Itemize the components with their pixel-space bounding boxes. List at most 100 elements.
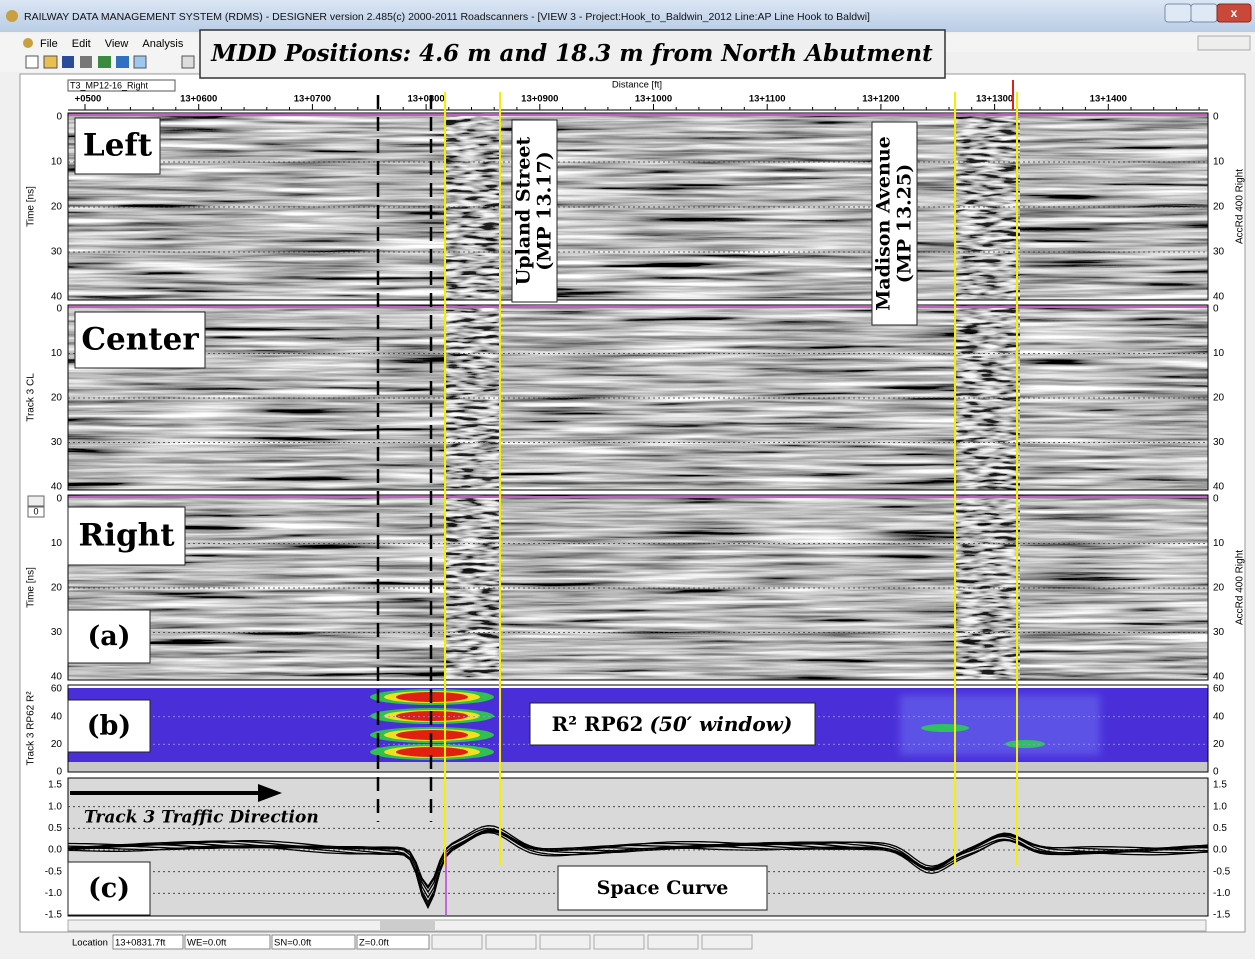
y-tick-label: 0.0 — [48, 845, 62, 856]
menu-icon — [23, 38, 33, 48]
y2-tick-label: 20 — [1213, 739, 1225, 750]
y2-tick-label: 1.0 — [1213, 801, 1227, 812]
y2-tick-label: -1.0 — [1213, 888, 1231, 899]
menu-item[interactable]: Analysis — [142, 38, 183, 50]
crossing-signal — [445, 305, 500, 490]
street-name: Upland Street — [513, 136, 535, 285]
maximize-button[interactable] — [1191, 4, 1217, 22]
distance-tick-label: 13+1300 — [976, 94, 1013, 105]
spinner[interactable] — [28, 496, 44, 506]
y2-tick-label: 40 — [1213, 711, 1225, 722]
y-tick-label: 30 — [51, 627, 63, 638]
y2-tick-label: 10 — [1213, 538, 1225, 549]
tool-props[interactable] — [182, 56, 194, 68]
y2-tick-label: 30 — [1213, 247, 1225, 258]
radargram — [68, 495, 1208, 680]
y2-tick-label: -0.5 — [1213, 866, 1231, 877]
tool-print[interactable] — [80, 56, 92, 68]
y2-tick-label: 0.0 — [1213, 845, 1227, 856]
right-axis-label: AccRd 400 Right — [1235, 169, 1246, 244]
y2-tick-label: 20 — [1213, 393, 1225, 404]
street-name: Madison Avenue — [873, 136, 895, 310]
distance-tick-label: 13+1100 — [749, 94, 786, 105]
y-tick-label: 20 — [51, 583, 63, 594]
menu-item[interactable]: View — [105, 38, 129, 50]
menu-item[interactable]: Edit — [72, 38, 91, 50]
y-tick-label: 40 — [51, 292, 63, 303]
menu-item[interactable]: File — [40, 38, 58, 50]
y2-tick-label: 10 — [1213, 157, 1225, 168]
distance-tick-label: 13+0600 — [180, 94, 217, 105]
y-tick-label: 20 — [51, 202, 63, 213]
distance-tick-label: 13+0900 — [521, 94, 558, 105]
tool-new[interactable] — [26, 56, 38, 68]
minimize-button[interactable] — [1165, 4, 1191, 22]
panel-label: (a) — [87, 621, 130, 652]
left-axis-label: Time [ns] — [26, 567, 37, 608]
y2-tick-label: 0 — [1213, 767, 1219, 778]
crossing-signal — [955, 113, 1020, 300]
street-mp: (MP 13.25) — [894, 164, 916, 283]
crossing-signal — [955, 495, 1020, 680]
y2-tick-label: -1.5 — [1213, 910, 1231, 921]
spinner-value: 0 — [33, 506, 38, 516]
r2-note-window: (50′ window) — [649, 712, 792, 736]
y2-tick-label: 30 — [1213, 437, 1225, 448]
distance-tick-label: 13+0800 — [407, 94, 444, 105]
y-tick-label: 0 — [56, 494, 62, 505]
tool-save[interactable] — [62, 56, 74, 68]
tool-window[interactable] — [134, 56, 146, 68]
annotation-title: MDD Positions: 4.6 m and 18.3 m from Nor… — [210, 40, 933, 67]
y2-tick-label: 0 — [1213, 112, 1219, 123]
left-axis-label: Track 3 RP62 R² — [26, 691, 37, 766]
screenshot: RAILWAY DATA MANAGEMENT SYSTEM (RDMS) - … — [0, 0, 1255, 959]
tool-map[interactable] — [98, 56, 111, 68]
r2-note: R² RP62(50′ window) — [552, 712, 793, 736]
scroll-thumb[interactable] — [380, 921, 435, 930]
crossing-signal — [445, 113, 500, 300]
y-tick-label: -1.0 — [45, 888, 63, 899]
y2-tick-label: 0 — [1213, 494, 1219, 505]
file-label: T3_MP12-16_Right — [70, 80, 149, 90]
y-tick-label: 20 — [51, 739, 63, 750]
y-tick-label: 30 — [51, 247, 63, 258]
y2-tick-label: 20 — [1213, 202, 1225, 213]
radargram — [68, 305, 1208, 490]
y-tick-label: 40 — [51, 672, 63, 683]
y-tick-label: 30 — [51, 437, 63, 448]
status-text: Location — [72, 938, 108, 949]
street-mp: (MP 13.17) — [534, 151, 556, 270]
app-icon — [6, 10, 18, 22]
y2-tick-label: 60 — [1213, 684, 1225, 695]
y2-tick-label: 30 — [1213, 627, 1225, 638]
y-tick-label: 10 — [51, 538, 63, 549]
y2-tick-label: 0 — [1213, 304, 1219, 315]
y-tick-label: 1.5 — [48, 780, 62, 791]
panel-label: Center — [81, 322, 199, 358]
r2-spot — [921, 724, 969, 732]
panel-label: Left — [83, 128, 153, 164]
y2-tick-label: 20 — [1213, 583, 1225, 594]
r2-note-main: R² RP62 — [552, 712, 644, 736]
r2-nodata — [68, 762, 1208, 772]
y-tick-label: 10 — [51, 157, 63, 168]
status-text: 13+0831.7ft — [115, 938, 166, 949]
y2-tick-label: 1.5 — [1213, 780, 1227, 791]
y-tick-label: 10 — [51, 348, 63, 359]
panel-label: (b) — [87, 711, 131, 742]
y-tick-label: 1.0 — [48, 801, 62, 812]
panel-label: Right — [78, 518, 175, 554]
mdi-controls[interactable] — [1198, 36, 1250, 50]
tool-view[interactable] — [116, 56, 129, 68]
page: RAILWAY DATA MANAGEMENT SYSTEM (RDMS) - … — [0, 0, 1255, 959]
y2-tick-label: 40 — [1213, 482, 1225, 493]
distance-axis-label: Distance [ft] — [612, 80, 662, 91]
left-axis-label: Time [ns] — [26, 186, 37, 227]
y-tick-label: 0.5 — [48, 823, 62, 834]
left-axis-label: Track 3 CL — [26, 373, 37, 422]
scrollbar[interactable] — [68, 920, 1206, 931]
y-tick-label: 40 — [51, 482, 63, 493]
y-tick-label: 0 — [56, 767, 62, 778]
tool-open[interactable] — [44, 56, 57, 68]
